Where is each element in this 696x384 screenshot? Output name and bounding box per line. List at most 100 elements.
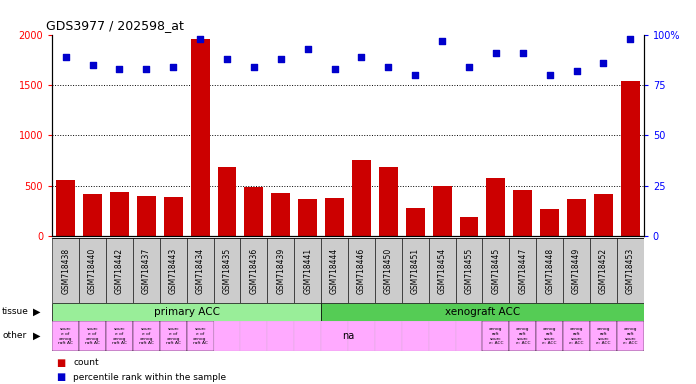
Bar — [402, 238, 429, 303]
Bar — [379, 167, 397, 236]
Bar — [106, 321, 133, 351]
Point — [275, 56, 286, 62]
Bar — [52, 238, 79, 303]
Point — [302, 46, 313, 52]
Bar — [191, 39, 209, 236]
Bar — [594, 194, 613, 236]
Text: GSM718451: GSM718451 — [411, 248, 420, 294]
Point — [87, 62, 98, 68]
Bar — [214, 321, 240, 351]
Text: xenog
raft
sourc
e: ACC: xenog raft sourc e: ACC — [489, 328, 503, 345]
Text: GSM718443: GSM718443 — [168, 248, 177, 294]
Bar — [294, 321, 321, 351]
Bar — [321, 303, 644, 321]
Bar — [617, 238, 644, 303]
Point — [436, 38, 448, 44]
Bar — [590, 238, 617, 303]
Point — [60, 54, 71, 60]
Bar — [271, 193, 290, 236]
Text: GSM718447: GSM718447 — [519, 248, 528, 294]
Text: sourc
e of
xenog
raft AC: sourc e of xenog raft AC — [112, 328, 127, 345]
Point — [141, 66, 152, 72]
Text: ■: ■ — [56, 372, 65, 382]
Bar — [433, 186, 452, 236]
Text: xenog
raft
sourc
e: ACC: xenog raft sourc e: ACC — [569, 328, 584, 345]
Bar — [563, 238, 590, 303]
Bar — [294, 238, 321, 303]
Text: sourc
e of
xenog
raft AC: sourc e of xenog raft AC — [139, 328, 154, 345]
Bar — [590, 321, 617, 351]
Text: GSM718455: GSM718455 — [464, 248, 473, 294]
Bar — [375, 321, 402, 351]
Bar — [321, 321, 348, 351]
Point — [114, 66, 125, 72]
Point — [221, 56, 232, 62]
Bar — [482, 238, 509, 303]
Text: GSM718436: GSM718436 — [249, 248, 258, 294]
Bar — [79, 321, 106, 351]
Text: tissue: tissue — [2, 307, 29, 316]
Text: GSM718435: GSM718435 — [223, 248, 232, 294]
Bar — [487, 178, 505, 236]
Point — [571, 68, 582, 74]
Text: percentile rank within the sample: percentile rank within the sample — [73, 372, 226, 382]
Bar — [83, 194, 102, 236]
Text: ▶: ▶ — [33, 307, 41, 317]
Point — [517, 50, 528, 56]
Point — [625, 36, 636, 42]
Text: GSM718441: GSM718441 — [303, 248, 313, 294]
Text: count: count — [73, 358, 99, 367]
Text: xenograft ACC: xenograft ACC — [445, 307, 520, 317]
Text: GSM718444: GSM718444 — [330, 248, 339, 294]
Bar — [325, 198, 344, 236]
Bar — [187, 238, 214, 303]
Bar — [137, 196, 156, 236]
Text: GSM718440: GSM718440 — [88, 248, 97, 294]
Text: xenog
raft
sourc
e: ACC: xenog raft sourc e: ACC — [623, 328, 638, 345]
Text: GSM718446: GSM718446 — [357, 248, 366, 294]
Bar — [133, 321, 160, 351]
Text: GSM718454: GSM718454 — [438, 248, 447, 294]
Bar — [536, 321, 563, 351]
Bar — [240, 238, 267, 303]
Text: ▶: ▶ — [33, 331, 41, 341]
Text: sourc
e of
xenog
raft AC: sourc e of xenog raft AC — [166, 328, 181, 345]
Bar — [536, 238, 563, 303]
Text: xenog
raft
sourc
e: ACC: xenog raft sourc e: ACC — [516, 328, 530, 345]
Point — [544, 72, 555, 78]
Bar — [509, 321, 536, 351]
Bar — [299, 199, 317, 236]
Bar — [267, 321, 294, 351]
Bar — [617, 321, 644, 351]
Bar — [509, 238, 536, 303]
Point — [490, 50, 501, 56]
Text: primary ACC: primary ACC — [154, 307, 220, 317]
Bar — [160, 321, 187, 351]
Text: other: other — [2, 331, 26, 341]
Bar — [52, 303, 321, 321]
Text: xenog
raft
sourc
e: ACC: xenog raft sourc e: ACC — [542, 328, 557, 345]
Bar — [429, 321, 456, 351]
Text: GSM718437: GSM718437 — [142, 248, 151, 294]
Bar — [110, 192, 129, 236]
Text: GSM718438: GSM718438 — [61, 248, 70, 294]
Bar — [429, 238, 456, 303]
Bar — [563, 321, 590, 351]
Bar — [52, 321, 79, 351]
Bar — [321, 238, 348, 303]
Text: sourc
e of
xenog
raft AC: sourc e of xenog raft AC — [58, 328, 73, 345]
Text: GSM718442: GSM718442 — [115, 248, 124, 294]
Point — [248, 64, 260, 70]
Point — [464, 64, 475, 70]
Text: GSM718439: GSM718439 — [276, 248, 285, 294]
Text: na: na — [342, 331, 354, 341]
Text: GSM718452: GSM718452 — [599, 248, 608, 294]
Text: ■: ■ — [56, 358, 65, 368]
Bar — [402, 321, 429, 351]
Text: xenog
raft
sourc
e: ACC: xenog raft sourc e: ACC — [596, 328, 610, 345]
Bar — [514, 190, 532, 236]
Bar — [482, 321, 509, 351]
Bar — [214, 238, 240, 303]
Bar — [459, 217, 478, 236]
Point — [329, 66, 340, 72]
